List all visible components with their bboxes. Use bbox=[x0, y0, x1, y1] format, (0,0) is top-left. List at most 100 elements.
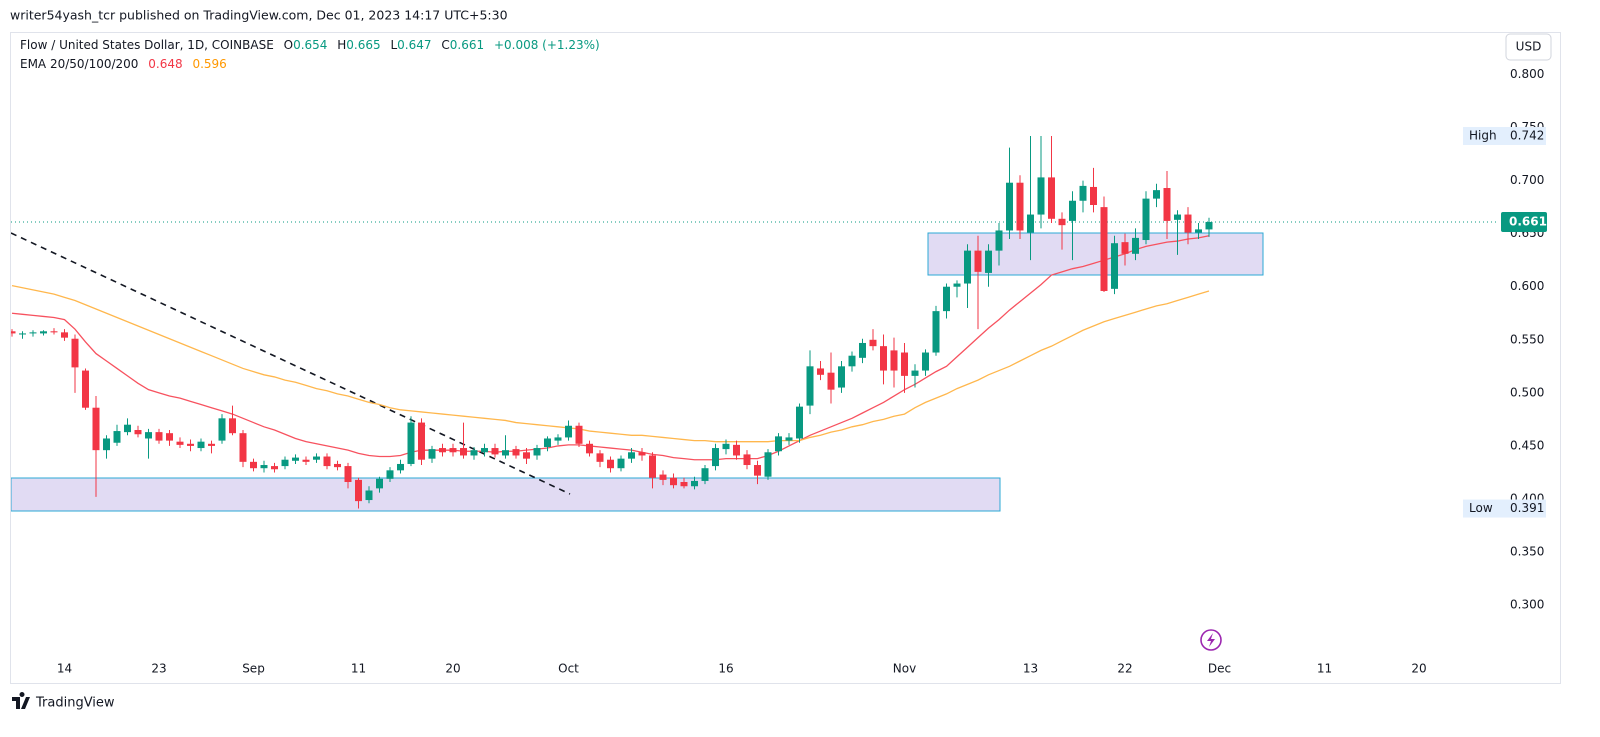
candle-body bbox=[544, 438, 551, 447]
currency[interactable]: USD bbox=[1516, 40, 1542, 54]
chart-frame bbox=[10, 32, 1561, 684]
candle-body bbox=[1090, 186, 1097, 205]
candle-body bbox=[785, 437, 793, 441]
candle-body bbox=[470, 450, 478, 456]
brand-logo bbox=[12, 692, 30, 709]
candle-body bbox=[292, 457, 299, 461]
candle-body bbox=[1121, 242, 1129, 254]
ohlc-value: 0.654 bbox=[293, 38, 328, 52]
high-tag-value: 0.742 bbox=[1510, 129, 1544, 143]
candle-body bbox=[365, 490, 373, 501]
candle-body bbox=[1006, 182, 1013, 231]
y-tick-label: 0.700 bbox=[1510, 173, 1544, 187]
candle-body bbox=[250, 461, 257, 469]
candle-body bbox=[638, 452, 646, 456]
candle-body bbox=[817, 368, 824, 375]
candle-body bbox=[775, 436, 782, 452]
resistance-zone bbox=[927, 232, 1264, 276]
trend-line bbox=[11, 232, 571, 495]
x-tick-label: 13 bbox=[1023, 662, 1038, 676]
x-tick-label: Dec bbox=[1208, 662, 1231, 676]
candle-body bbox=[344, 466, 352, 483]
candle-body bbox=[659, 474, 667, 480]
candle-body bbox=[932, 311, 940, 353]
candle-body bbox=[50, 331, 58, 333]
candle-body bbox=[1205, 221, 1213, 230]
x-tick-label: 22 bbox=[1117, 662, 1132, 676]
candle-body bbox=[806, 366, 814, 406]
x-tick-label: 11 bbox=[351, 662, 366, 676]
candle-body bbox=[1111, 243, 1118, 289]
candle-body bbox=[596, 453, 604, 462]
x-tick-label: 20 bbox=[445, 662, 460, 676]
candle-body bbox=[376, 478, 383, 489]
candle-body bbox=[428, 449, 436, 459]
currency-button[interactable] bbox=[1505, 33, 1552, 61]
candle-body bbox=[481, 448, 488, 453]
x-tick-label: Sep bbox=[242, 662, 265, 676]
symbol-legend: Flow / United States Dollar, 1D, COINBAS… bbox=[20, 38, 600, 52]
candle-body bbox=[1184, 214, 1192, 233]
candle-body bbox=[323, 456, 331, 467]
x-tick-label: 16 bbox=[718, 662, 733, 676]
candle-body bbox=[386, 470, 394, 479]
candle-body bbox=[796, 406, 803, 439]
candle-body bbox=[554, 437, 562, 441]
low-tag bbox=[1463, 499, 1546, 518]
candle-body bbox=[124, 424, 131, 433]
last-price-label: 0.661 bbox=[1509, 214, 1547, 228]
published-note: writer54yash_tcr published on TradingVie… bbox=[10, 8, 508, 23]
candle-body bbox=[208, 443, 215, 446]
ema-line bbox=[11, 285, 1210, 443]
ohlc-key: C bbox=[441, 38, 450, 52]
candle-body bbox=[628, 452, 635, 459]
candle-body bbox=[61, 332, 68, 338]
candle-body bbox=[848, 355, 856, 367]
candle-body bbox=[523, 452, 530, 459]
candle-body bbox=[985, 250, 992, 273]
candle-body bbox=[512, 449, 520, 456]
y-tick-label: 0.450 bbox=[1510, 438, 1544, 452]
y-tick-label: 0.550 bbox=[1510, 332, 1544, 346]
candle-body bbox=[859, 342, 866, 358]
candle-body bbox=[617, 458, 625, 469]
events-icon[interactable] bbox=[1200, 629, 1222, 651]
candle-body bbox=[890, 350, 898, 371]
candle-body bbox=[1037, 177, 1045, 215]
candle-body bbox=[911, 370, 919, 376]
candle-body bbox=[974, 250, 982, 272]
y-tick-label: 0.350 bbox=[1510, 545, 1544, 559]
candle-body bbox=[218, 418, 226, 441]
candle-body bbox=[418, 422, 425, 460]
y-tick-label: 0.800 bbox=[1510, 67, 1544, 81]
candle-body bbox=[502, 450, 509, 456]
indicator-value: 0.596 bbox=[192, 57, 227, 71]
candle-body bbox=[575, 425, 583, 444]
candle-body bbox=[586, 443, 593, 454]
candle-body bbox=[743, 454, 751, 466]
candle-body bbox=[1016, 182, 1024, 231]
indicator-name: EMA 20/50/100/200 bbox=[20, 57, 139, 71]
candle-body bbox=[407, 422, 415, 464]
ohlc-key: L bbox=[390, 38, 398, 52]
candle-body bbox=[82, 370, 89, 408]
candle-body bbox=[197, 441, 205, 449]
candle-body bbox=[260, 465, 268, 469]
candle-body bbox=[838, 366, 845, 388]
candle-body bbox=[302, 459, 310, 462]
candle-body bbox=[691, 480, 698, 487]
ohlc-value: 0.647 bbox=[397, 38, 432, 52]
support-zone bbox=[11, 477, 1001, 512]
change: +0.008 (+1.23%) bbox=[493, 38, 600, 52]
candle-body bbox=[71, 338, 79, 368]
x-tick-label: 20 bbox=[1411, 662, 1426, 676]
candle-body bbox=[649, 455, 656, 478]
candle-body bbox=[943, 286, 950, 312]
candle-body bbox=[901, 352, 908, 376]
y-tick-label: 0.300 bbox=[1510, 598, 1544, 612]
last-price-tag bbox=[1501, 211, 1547, 232]
candle-body bbox=[155, 432, 163, 441]
candle-body bbox=[491, 448, 499, 455]
candle-body bbox=[533, 448, 541, 456]
